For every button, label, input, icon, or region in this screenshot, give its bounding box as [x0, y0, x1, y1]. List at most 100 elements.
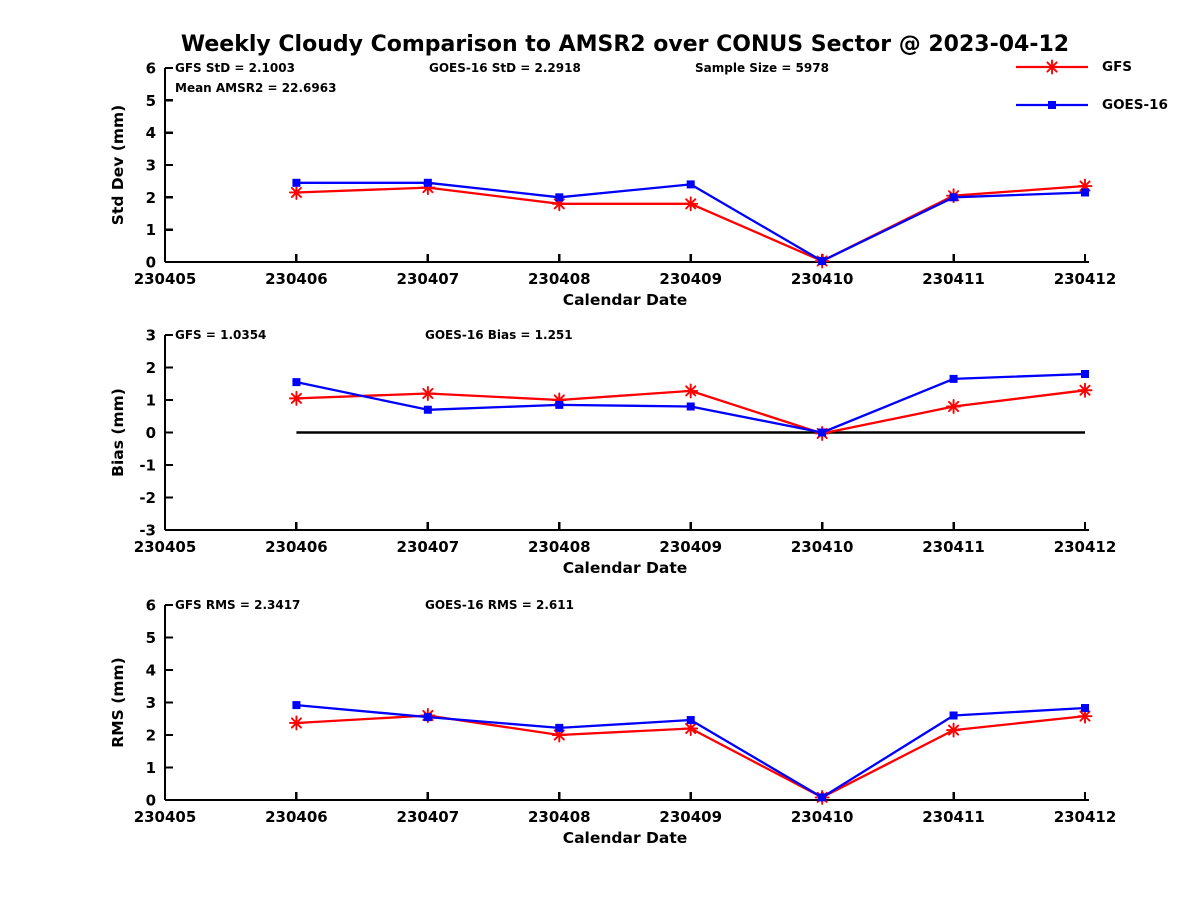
x-axis-label: Calendar Date: [563, 559, 688, 577]
square-marker: [686, 716, 695, 725]
svg-text:230409: 230409: [659, 270, 722, 288]
svg-text:6: 6: [146, 597, 156, 615]
svg-text:2: 2: [146, 189, 156, 207]
svg-text:230412: 230412: [1054, 538, 1117, 556]
square-marker: [818, 257, 827, 266]
svg-text:-3: -3: [139, 522, 156, 540]
svg-text:230408: 230408: [528, 538, 591, 556]
svg-text:230407: 230407: [397, 538, 460, 556]
svg-text:0: 0: [146, 424, 156, 442]
asterisk-marker: [683, 721, 699, 736]
y-axis-label: Std Dev (mm): [109, 105, 127, 225]
y-axis-label: Bias (mm): [109, 388, 127, 477]
asterisk-marker: [1044, 59, 1060, 75]
svg-text:230411: 230411: [922, 808, 985, 826]
gfs-line-asterisk-swatch: [1016, 59, 1088, 75]
annotation-text: GOES-16 Bias = 1.251: [425, 328, 573, 342]
goes16-line-square-swatch: [1016, 101, 1088, 109]
svg-text:230405: 230405: [134, 538, 197, 556]
svg-text:230407: 230407: [397, 808, 460, 826]
asterisk-marker: [288, 715, 304, 731]
legend-entry-gfs: GFS: [1012, 58, 1168, 76]
asterisk-marker: [946, 722, 962, 738]
square-marker: [1048, 101, 1056, 109]
asterisk-marker: [946, 399, 962, 414]
square-marker: [1081, 704, 1089, 713]
svg-text:230410: 230410: [791, 270, 854, 288]
svg-text:3: 3: [146, 327, 156, 345]
legend-label-gfs: GFS: [1102, 59, 1133, 75]
asterisk-marker: [1077, 382, 1093, 398]
svg-text:-1: -1: [139, 457, 156, 475]
square-marker: [292, 701, 301, 710]
square-marker: [423, 178, 432, 187]
svg-text:3: 3: [146, 694, 156, 712]
square-marker: [686, 402, 695, 411]
annotations: GFS StD = 2.1003 Mean AMSR2 = 22.6963 GOES…: [175, 61, 829, 95]
asterisk-marker: [683, 196, 699, 212]
svg-text:4: 4: [146, 124, 156, 142]
svg-text:230410: 230410: [791, 538, 854, 556]
svg-text:230408: 230408: [528, 270, 591, 288]
svg-text:1: 1: [146, 759, 156, 777]
series-goes-16: [292, 370, 1089, 437]
annotation-text: GFS = 1.0354: [175, 328, 266, 342]
square-marker: [949, 193, 958, 202]
svg-text:5: 5: [146, 92, 156, 110]
svg-text:3: 3: [146, 157, 156, 175]
x-axis-label: Calendar Date: [563, 829, 688, 847]
svg-text:230407: 230407: [397, 270, 460, 288]
asterisk-marker: [683, 383, 699, 399]
panel-bias: -3 -2 -1 0 1 2 3 230405 230406 230407 230408 230409…: [109, 327, 1116, 578]
square-marker: [555, 193, 564, 202]
annotation-text: Sample Size = 5978: [695, 61, 829, 75]
svg-text:230405: 230405: [134, 808, 197, 826]
svg-text:230406: 230406: [265, 538, 328, 556]
annotation-text: Mean AMSR2 = 22.6963: [175, 81, 336, 95]
square-marker: [686, 180, 695, 189]
annotation-text: GFS StD = 2.1003: [175, 61, 295, 75]
svg-text:230411: 230411: [922, 538, 985, 556]
y-axis-ticks: 0 1 2 3 4 5 6: [146, 60, 173, 272]
axes: [163, 68, 1089, 264]
svg-text:230410: 230410: [791, 808, 854, 826]
svg-text:4: 4: [146, 662, 156, 680]
square-marker: [1081, 370, 1089, 378]
square-marker: [555, 400, 564, 409]
svg-text:230412: 230412: [1054, 808, 1117, 826]
annotation-text: GOES-16 StD = 2.2918: [429, 61, 581, 75]
svg-text:1: 1: [146, 392, 156, 410]
square-marker: [423, 405, 432, 414]
x-axis-ticks: 230405 230406 230407 230408 230409 230410 2304…: [134, 254, 1117, 288]
svg-text:230412: 230412: [1054, 270, 1117, 288]
svg-text:230409: 230409: [659, 808, 722, 826]
legend: GFS GOES-16: [1012, 58, 1168, 114]
svg-text:230406: 230406: [265, 808, 328, 826]
svg-text:-2: -2: [139, 489, 156, 507]
y-axis-ticks: -3 -2 -1 0 1 2 3: [139, 327, 173, 540]
annotation-text: GFS RMS = 2.3417: [175, 598, 300, 612]
asterisk-marker: [288, 390, 304, 406]
x-axis-ticks: 230405 230406 230407 230408 230409 230410 2304…: [134, 522, 1117, 556]
x-axis-label: Calendar Date: [563, 291, 688, 309]
svg-text:230405: 230405: [134, 270, 197, 288]
asterisk-marker: [420, 386, 436, 401]
y-axis-ticks: 0 1 2 3 4 5 6: [146, 597, 173, 810]
square-marker: [555, 723, 564, 732]
legend-label-goes16: GOES-16: [1102, 97, 1168, 113]
square-marker: [949, 711, 958, 720]
svg-text:1: 1: [146, 221, 156, 239]
svg-text:2: 2: [146, 727, 156, 745]
square-marker: [949, 374, 958, 383]
square-marker: [292, 178, 301, 187]
square-marker: [818, 793, 827, 802]
svg-text:230411: 230411: [922, 270, 985, 288]
annotation-text: GOES-16 RMS = 2.611: [425, 598, 574, 612]
svg-text:5: 5: [146, 629, 156, 647]
asterisk-marker: [551, 727, 567, 743]
svg-text:0: 0: [146, 254, 156, 272]
